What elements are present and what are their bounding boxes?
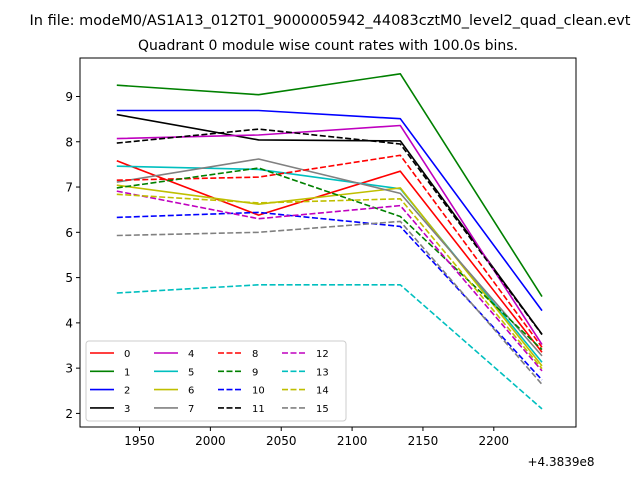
legend-label-13: 13 — [316, 367, 329, 378]
x-tick-label: 2200 — [479, 434, 510, 448]
legend-label-11: 11 — [252, 404, 265, 415]
x-offset-label: +4.3839e8 — [527, 455, 594, 469]
y-tick-label: 2 — [65, 407, 73, 421]
legend-label-2: 2 — [124, 386, 130, 397]
legend-label-5: 5 — [188, 367, 194, 378]
legend-label-7: 7 — [188, 404, 194, 415]
y-tick-label: 4 — [65, 316, 73, 330]
legend-label-8: 8 — [252, 349, 258, 360]
series-line-3 — [116, 113, 543, 335]
series-line-12 — [116, 190, 543, 372]
y-tick-label: 9 — [65, 90, 73, 104]
series-lines — [116, 73, 543, 410]
legend-box — [85, 340, 347, 422]
legend-label-15: 15 — [316, 404, 329, 415]
legend-label-4: 4 — [188, 349, 194, 360]
legend-label-1: 1 — [124, 367, 130, 378]
series-line-1 — [116, 73, 543, 298]
legend-label-9: 9 — [252, 367, 258, 378]
series-line-10 — [116, 211, 543, 381]
legend-label-12: 12 — [316, 349, 329, 360]
y-tick-label: 8 — [65, 135, 73, 149]
series-line-15 — [116, 220, 543, 385]
axes-frame — [79, 57, 577, 428]
x-tick-label: 2000 — [195, 434, 226, 448]
legend-label-10: 10 — [252, 386, 265, 397]
series-line-6 — [116, 184, 543, 367]
x-tick-label: 2100 — [337, 434, 368, 448]
series-line-2 — [116, 109, 543, 312]
legend-label-14: 14 — [316, 386, 329, 397]
legend-label-0: 0 — [124, 349, 130, 360]
series-line-13 — [116, 283, 543, 410]
y-tick-label: 6 — [65, 226, 73, 240]
y-tick-label: 5 — [65, 271, 73, 285]
series-line-0 — [116, 160, 543, 353]
x-tick-label: 2150 — [408, 434, 439, 448]
y-tick-label: 3 — [65, 362, 73, 376]
series-line-14 — [116, 193, 543, 370]
legend-label-6: 6 — [188, 386, 194, 397]
x-tick-label: 2050 — [266, 434, 297, 448]
chart-title: Quadrant 0 module wise count rates with … — [138, 38, 518, 54]
legend-label-3: 3 — [124, 404, 130, 415]
y-tick-label: 7 — [65, 181, 73, 195]
chart-suptitle: In file: modeM0/AS1A13_012T01_9000005942… — [30, 13, 631, 29]
series-line-11 — [116, 128, 543, 336]
series-line-9 — [116, 167, 543, 351]
series-line-7 — [116, 158, 543, 357]
x-tick-label: 1950 — [124, 434, 155, 448]
